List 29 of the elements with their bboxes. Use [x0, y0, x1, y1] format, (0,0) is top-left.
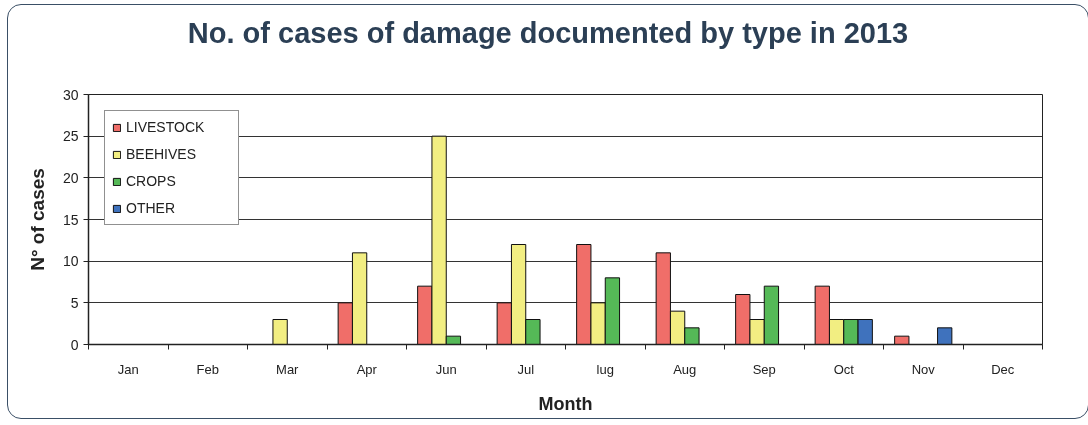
- chart-title: No. of cases of damage documented by type in 2013: [187, 16, 909, 51]
- y-tick-label: 0: [70, 336, 79, 353]
- bar: [937, 327, 953, 345]
- y-tick-label: 10: [62, 253, 79, 270]
- y-tick-label: 5: [70, 294, 79, 311]
- x-tick-label: Dec: [991, 361, 1015, 377]
- x-tick-label: Jul: [517, 361, 535, 377]
- legend-label: OTHER: [126, 199, 176, 217]
- y-tick-label: 20: [62, 169, 79, 186]
- x-tick-label: Nov: [911, 361, 936, 377]
- y-tick-label: 25: [62, 128, 79, 145]
- y-axis-title: N° of cases: [26, 168, 48, 271]
- legend-label: LIVESTOCK: [126, 118, 206, 136]
- bar: [272, 319, 288, 345]
- x-tick-label: Aug: [673, 361, 697, 377]
- x-tick-label: Jun: [435, 361, 457, 377]
- x-tick-label: Apr: [356, 361, 378, 377]
- x-tick-label: Sep: [752, 361, 776, 377]
- legend-label: BEEHIVES: [126, 145, 198, 163]
- y-tick-label: 30: [62, 86, 79, 103]
- x-tick-label: lug: [596, 361, 614, 377]
- x-axis-title: Month: [538, 393, 593, 414]
- x-tick-label: Oct: [833, 361, 855, 377]
- x-tick-label: Jan: [117, 361, 139, 377]
- bar: [894, 335, 910, 345]
- legend-label: CROPS: [126, 172, 177, 190]
- x-tick-label: Feb: [196, 361, 219, 377]
- y-tick-label: 15: [62, 211, 79, 228]
- x-tick-label: Mar: [276, 361, 300, 377]
